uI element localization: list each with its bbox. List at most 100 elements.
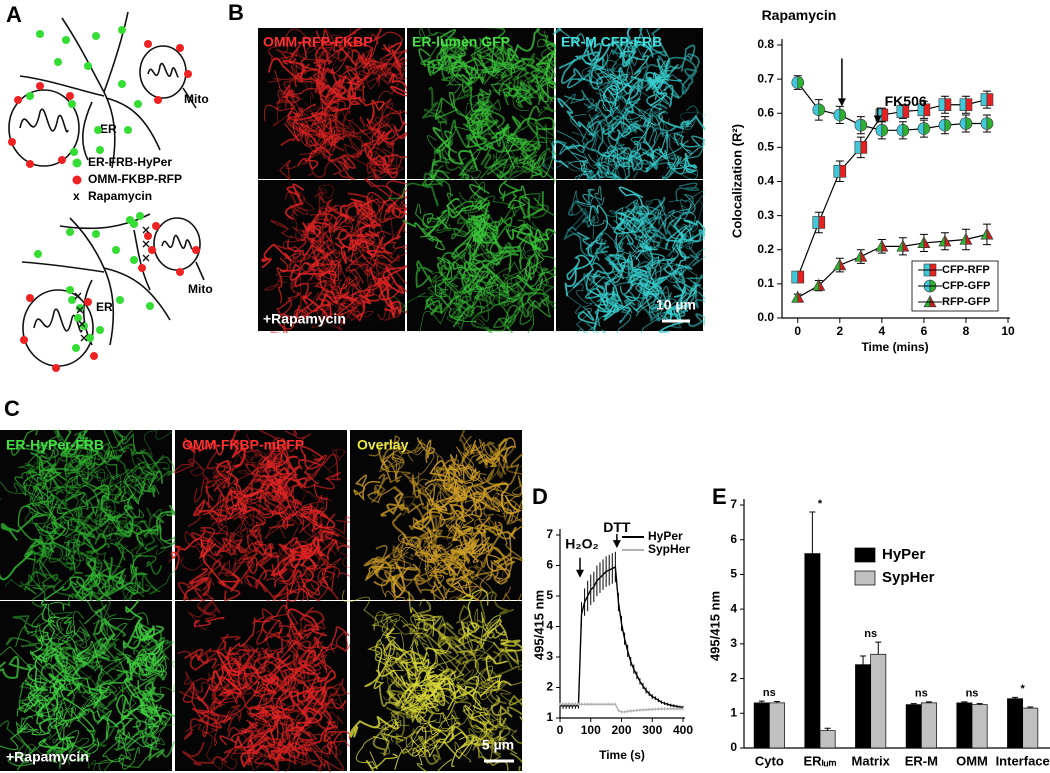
micrograph-structure	[202, 543, 240, 587]
error-bar	[1012, 696, 1019, 699]
micrograph-structure	[683, 219, 705, 232]
marker-half	[791, 76, 799, 89]
micrograph-structure	[222, 643, 254, 667]
micrograph-structure	[125, 599, 151, 641]
marker-half	[917, 122, 925, 135]
er-tubule	[21, 261, 105, 273]
micrograph-structure	[296, 741, 334, 767]
y-tick-label: 0.7	[757, 71, 774, 85]
micrograph-structure	[61, 650, 96, 678]
micrograph-structure	[206, 450, 233, 489]
marker-half	[944, 118, 952, 132]
marker-half	[818, 103, 826, 117]
micrograph-structure	[663, 247, 687, 275]
micrograph-structure	[44, 643, 80, 691]
micrograph-structure	[246, 513, 266, 559]
micrograph-structure	[224, 640, 273, 674]
micrograph-structure	[481, 611, 502, 634]
micrograph-structure	[465, 735, 502, 748]
micrograph-structure	[423, 536, 471, 586]
micrograph-structure	[492, 641, 520, 666]
channel-label: OMM-RFP-FKBP	[263, 34, 373, 50]
er-tubule	[103, 11, 129, 93]
micrograph-structure	[557, 97, 595, 138]
marker-half	[881, 239, 889, 252]
micrograph-structure	[658, 110, 705, 131]
micrograph-structure	[184, 648, 217, 671]
y-tick-label: 1	[730, 705, 737, 719]
leader-line	[182, 87, 197, 109]
annotation: FK506	[885, 93, 927, 109]
micrograph-structure	[637, 226, 654, 251]
rapamycin-mark	[80, 334, 88, 342]
micrograph-structure	[476, 437, 516, 462]
micrograph-structure	[203, 471, 226, 489]
micrograph-structure	[400, 615, 437, 643]
micrograph-structure	[286, 191, 315, 221]
micrograph-structure	[295, 529, 321, 561]
micrograph-structure	[493, 153, 519, 173]
micrograph-structure	[244, 467, 274, 514]
micrograph-structure	[488, 524, 523, 560]
micrograph-structure	[237, 450, 266, 480]
micrograph-structure	[221, 558, 240, 581]
micrograph-structure	[369, 128, 393, 154]
micrograph-structure	[374, 718, 401, 740]
micrograph-structure	[613, 209, 641, 234]
micrograph-structure	[645, 71, 668, 107]
micrograph-structure	[310, 506, 353, 555]
marker-half	[875, 239, 883, 252]
micrograph-structure	[31, 717, 59, 736]
er-probe-dot	[84, 62, 92, 70]
micrograph-structure	[565, 283, 593, 313]
marker-half	[839, 108, 847, 122]
micrograph-structure	[287, 110, 320, 147]
marker-half	[959, 117, 967, 130]
significance-label: *	[1021, 683, 1026, 695]
micrograph-structure	[452, 513, 474, 541]
micrograph-structure	[476, 665, 523, 691]
micrograph-structure	[304, 92, 328, 122]
micrograph-structure	[182, 682, 210, 738]
data-point	[812, 216, 826, 229]
marker-half	[791, 290, 799, 303]
diagram-label: Mito	[188, 282, 213, 296]
micrograph-structure	[504, 81, 532, 104]
micrograph-structure	[24, 511, 50, 529]
micrograph-structure	[307, 453, 341, 482]
micrograph-structure	[397, 723, 428, 755]
micrograph-structure	[196, 635, 241, 664]
legend-box	[911, 260, 999, 312]
micrograph-structure	[285, 191, 309, 217]
legend-dot	[72, 175, 82, 185]
omm-probe-dot	[52, 364, 60, 372]
x-tick-label: 4	[879, 324, 886, 338]
micrograph-structure	[640, 311, 674, 333]
micrograph-structure	[65, 664, 92, 688]
micrograph-structure	[673, 133, 705, 148]
micrograph-structure	[505, 125, 538, 152]
micrograph-structure	[103, 430, 134, 459]
micrograph-structure	[318, 529, 339, 560]
micrograph-structure	[564, 244, 595, 297]
y-tick-label: 0.3	[757, 208, 774, 222]
er-tubule	[133, 229, 151, 291]
micrograph-structure	[87, 514, 112, 540]
omm-probe-dot	[144, 40, 152, 48]
micrograph-structure	[437, 727, 473, 760]
micrograph-structure	[450, 484, 487, 512]
micrograph-structure	[10, 430, 46, 456]
micrograph-structure	[386, 179, 417, 209]
micrograph-structure	[108, 612, 149, 641]
micrograph-structure	[625, 257, 667, 281]
x-tick-label: ER-M	[905, 753, 938, 768]
micrograph-structure	[647, 295, 672, 315]
data-point	[875, 239, 889, 252]
micrograph-structure	[217, 561, 256, 588]
micrograph-structure	[33, 505, 87, 536]
micrograph-structure	[365, 563, 419, 580]
micrograph-structure	[411, 478, 440, 496]
micrograph-structure	[267, 57, 305, 83]
micrograph-structure	[127, 471, 154, 495]
micrograph-structure	[425, 647, 452, 673]
